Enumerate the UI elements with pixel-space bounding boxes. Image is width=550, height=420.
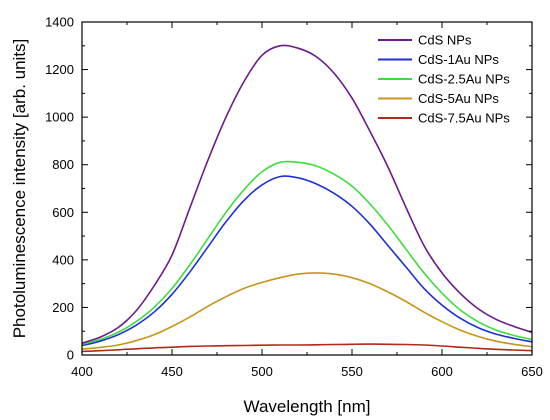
x-tick-label: 600 [431, 364, 453, 379]
series-line [81, 44, 533, 344]
x-tick-label: 400 [71, 364, 93, 379]
y-axis: 0 200 400 600 800 1000 1200 1400 [45, 15, 532, 363]
legend: CdS NPs CdS-1Au NPs CdS-2.5Au NPs CdS-5Au N… [378, 33, 510, 126]
legend-label: CdS-7.5Au NPs [418, 111, 510, 126]
legend-label: CdS-1Au NPs [418, 52, 499, 67]
legend-label: CdS-5Au NPs [418, 91, 499, 106]
y-tick-label: 1200 [45, 62, 74, 77]
series-line [81, 272, 533, 350]
y-tick-label: 1000 [45, 110, 74, 125]
x-tick-label: 450 [161, 364, 183, 379]
y-tick-label: 400 [52, 252, 74, 267]
x-tick-label: 550 [341, 364, 363, 379]
y-axis-title: Photoluminescence intensity [arb. units] [10, 39, 29, 339]
plot-lines [81, 44, 533, 353]
series-line [81, 160, 533, 346]
series-line [81, 343, 533, 353]
x-tick-label: 650 [521, 364, 543, 379]
legend-label: CdS NPs [418, 33, 472, 48]
y-tick-label: 1400 [45, 15, 74, 30]
y-tick-label: 200 [52, 300, 74, 315]
x-axis-title: Wavelength [nm] [244, 397, 371, 416]
y-tick-label: 600 [52, 205, 74, 220]
y-tick-label: 800 [52, 157, 74, 172]
series-line [81, 175, 533, 347]
x-tick-label: 500 [251, 364, 273, 379]
y-tick-label: 0 [67, 348, 74, 363]
legend-label: CdS-2.5Au NPs [418, 72, 510, 87]
x-axis: 400 450 500 550 600 650 [71, 22, 543, 379]
